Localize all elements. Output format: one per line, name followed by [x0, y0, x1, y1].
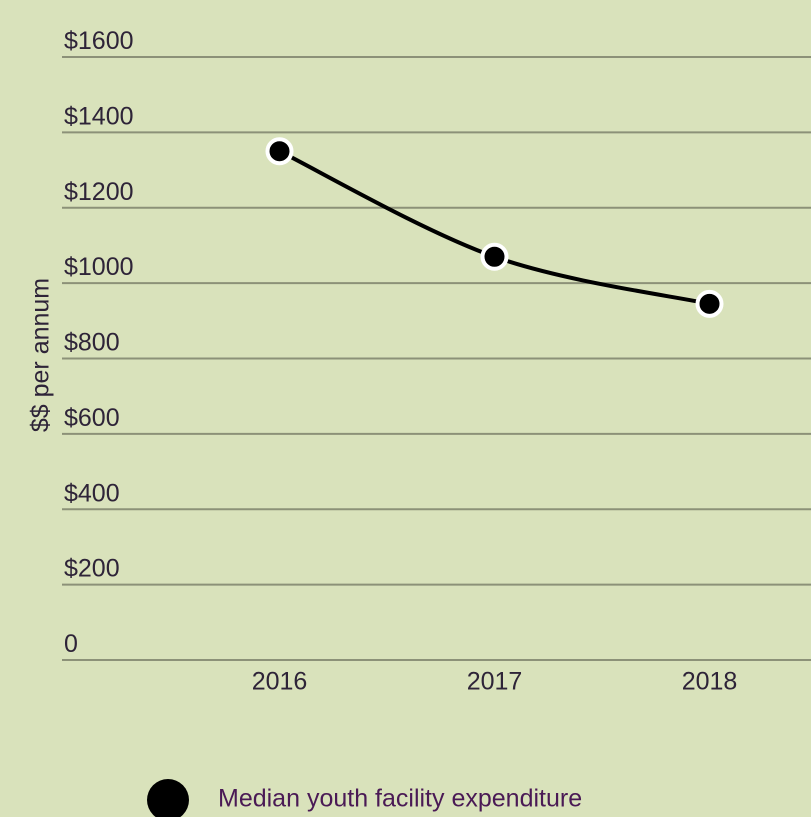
y-tick-label: $600 [64, 404, 120, 432]
x-tick-label: 2017 [467, 668, 523, 696]
point [265, 137, 294, 166]
legend-label: Median youth facility expenditure [218, 785, 582, 813]
x-tick-label: 2016 [252, 668, 308, 696]
y-tick-label: $200 [64, 555, 120, 583]
y-tick-label: $1000 [64, 253, 134, 281]
y-tick-label: $1600 [64, 27, 134, 55]
point [695, 289, 724, 318]
y-tick-label: $400 [64, 479, 120, 507]
legend-marker [147, 779, 189, 817]
point [480, 242, 509, 271]
y-tick-label: $800 [64, 329, 120, 357]
y-axis-label: $$ per annum [27, 278, 55, 432]
y-tick-label: $1200 [64, 178, 134, 206]
x-tick-label: 2018 [682, 668, 738, 696]
y-tick-label: $1400 [64, 102, 134, 130]
line [278, 149, 710, 306]
y-tick-label: 0 [64, 630, 78, 658]
